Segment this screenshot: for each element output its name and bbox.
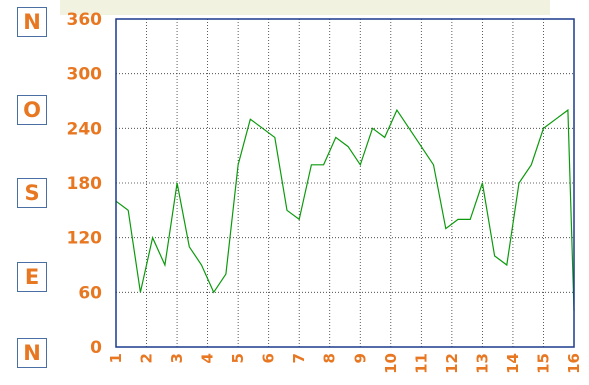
compass-label-south: S <box>17 178 47 208</box>
x-tick-label: 10 <box>382 353 400 374</box>
x-tick-label: 2 <box>138 353 156 363</box>
y-tick-label: 0 <box>90 338 102 358</box>
compass-label-north-top: N <box>17 7 47 37</box>
x-tick-label: 12 <box>443 353 461 374</box>
x-tick-label: 9 <box>351 353 369 363</box>
compass-label-east: E <box>17 262 47 292</box>
top-strip <box>60 0 550 15</box>
x-tick-label: 6 <box>260 353 278 363</box>
series-line <box>115 108 575 311</box>
y-tick-label: 240 <box>67 119 103 139</box>
y-tick-label: 300 <box>67 65 103 85</box>
x-tick-label: 3 <box>168 353 186 363</box>
compass-label-west: O <box>17 95 47 125</box>
x-tick-label: 11 <box>412 353 430 374</box>
x-tick-label: 4 <box>199 353 217 363</box>
y-tick-label: 120 <box>67 229 103 249</box>
x-tick-label: 13 <box>473 353 491 374</box>
y-tick-label: 360 <box>67 10 103 30</box>
plot-frame <box>115 18 575 348</box>
x-tick-label: 14 <box>504 353 522 374</box>
compass-label-north-bottom: N <box>17 338 47 368</box>
x-tick-label: 7 <box>290 353 308 363</box>
y-tick-label: 60 <box>78 283 102 303</box>
x-tick-label: 16 <box>565 353 583 374</box>
x-tick-label: 5 <box>229 353 247 363</box>
x-tick-label: 8 <box>321 353 339 363</box>
x-tick-label: 1 <box>107 353 125 363</box>
x-tick-label: 15 <box>534 353 552 374</box>
y-tick-label: 180 <box>67 174 103 194</box>
